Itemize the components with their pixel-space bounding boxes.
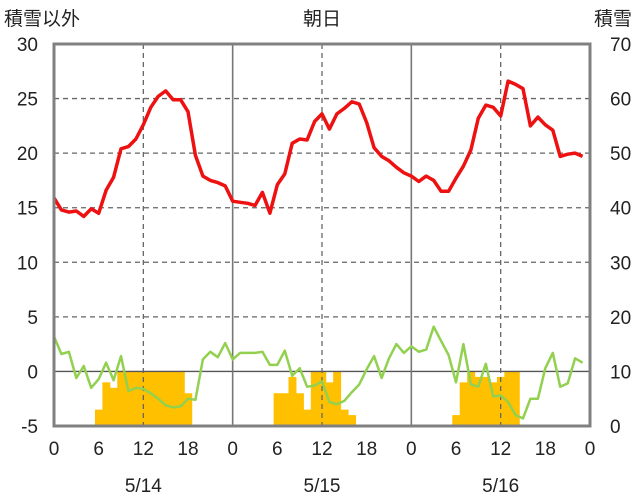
snow-bar <box>452 415 461 426</box>
x-tick-label: 0 <box>49 439 60 460</box>
y-left-tick-label: 5 <box>27 308 38 329</box>
left-axis-title: 積雪以外 <box>4 8 80 30</box>
x-tick-label: 18 <box>535 439 556 460</box>
snow-bar <box>273 393 282 426</box>
y-left-tick-label: 0 <box>27 362 38 383</box>
snow-bar <box>340 409 349 426</box>
snow-bar <box>161 371 170 426</box>
snow-bar <box>348 415 356 426</box>
y-left-tick-label: 25 <box>17 90 38 111</box>
x-tick-label: 0 <box>406 439 417 460</box>
y-left-tick-label: 20 <box>17 144 38 165</box>
x-tick-label: 0 <box>585 439 596 460</box>
snow-bar <box>489 382 498 426</box>
right-axis-title: 積雪 <box>594 8 632 30</box>
x-tick-label: 12 <box>133 439 154 460</box>
snow-bar <box>169 371 178 426</box>
snow-bar <box>482 376 490 426</box>
temperature-line <box>52 79 584 219</box>
snow-bar <box>94 409 103 426</box>
y-right-tick-label: 40 <box>610 199 631 220</box>
x-tick-label: 12 <box>311 439 332 460</box>
snow-bar <box>303 409 312 426</box>
snow-bar <box>147 371 155 426</box>
snow-bar <box>109 387 118 426</box>
plot-frame <box>52 42 592 428</box>
x-tick-label: 6 <box>272 439 283 460</box>
y-right-tick-label: 20 <box>610 308 631 329</box>
x-tick-label: 18 <box>356 439 377 460</box>
snow-bar <box>176 371 185 426</box>
y-right-tick-label: 0 <box>610 417 621 438</box>
series-lines <box>52 79 584 420</box>
x-tick-label: 18 <box>177 439 198 460</box>
snow-bar <box>474 376 483 426</box>
snow-bar <box>511 371 520 426</box>
y-right-tick-label: 30 <box>610 253 631 274</box>
y-left-tick-label: 10 <box>17 253 38 274</box>
snow-bar <box>496 376 505 426</box>
x-tick-label: 6 <box>93 439 104 460</box>
y-right-tick-label: 70 <box>610 35 631 56</box>
snow-bar <box>504 371 513 426</box>
grid-lines <box>54 44 590 426</box>
snow-bar <box>288 376 297 426</box>
snow-bar <box>124 371 133 426</box>
snow-bar <box>281 393 289 426</box>
snow-bar <box>295 393 304 426</box>
x-tick-label: 0 <box>227 439 238 460</box>
snow-bar <box>184 393 193 426</box>
x-day-label: 5/14 <box>125 476 162 497</box>
y-right-tick-label: 50 <box>610 144 631 165</box>
y-right-tick-label: 10 <box>610 362 631 383</box>
snow-bar <box>325 382 334 426</box>
y-left-tick-label: -5 <box>21 417 38 438</box>
other-line <box>52 325 584 420</box>
y-left-tick-label: 15 <box>17 199 38 220</box>
x-day-label: 5/16 <box>482 476 519 497</box>
snow-bar <box>467 371 476 426</box>
y-right-tick-label: 60 <box>610 90 631 111</box>
snow-bar <box>117 371 126 426</box>
x-tick-label: 12 <box>490 439 511 460</box>
snow-bar <box>310 371 319 426</box>
snow-bar <box>102 382 111 426</box>
snow-bar <box>459 382 468 426</box>
chart-center-label: 朝日 <box>303 8 341 30</box>
snow-bar <box>132 371 141 426</box>
x-day-label: 5/15 <box>304 476 341 497</box>
x-tick-label: 6 <box>451 439 462 460</box>
y-left-tick-label: 30 <box>17 35 38 56</box>
snow-bar <box>333 371 342 426</box>
